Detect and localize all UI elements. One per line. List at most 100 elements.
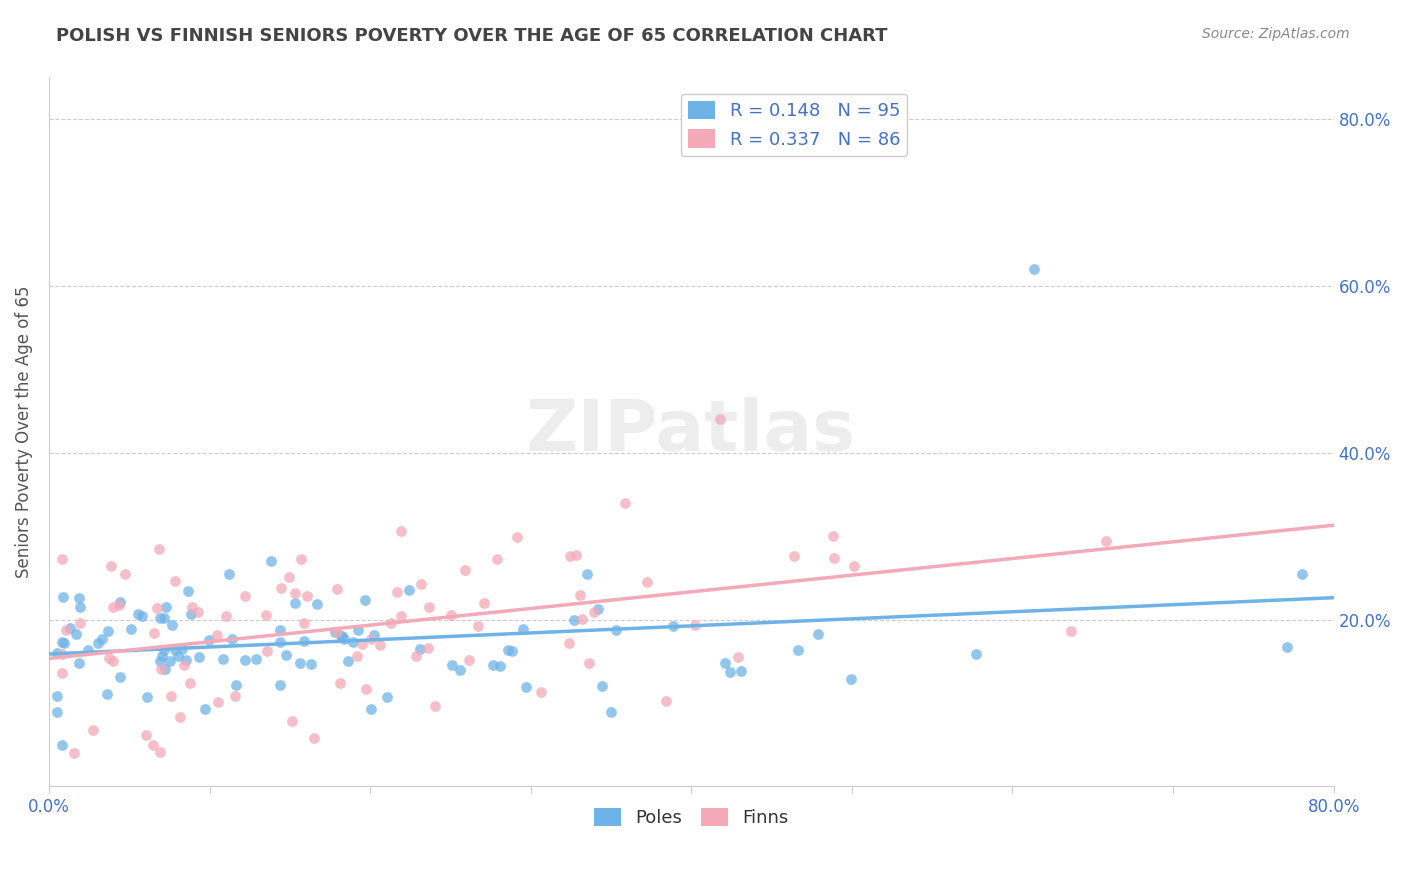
Point <box>354 593 377 607</box>
Point <box>685 617 707 632</box>
Point <box>101 599 124 614</box>
Point <box>127 607 149 621</box>
Point <box>149 611 172 625</box>
Point <box>418 600 440 615</box>
Point <box>292 633 315 648</box>
Point <box>114 566 136 581</box>
Point <box>143 625 166 640</box>
Point <box>270 581 292 595</box>
Point <box>823 551 845 566</box>
Point <box>449 663 471 677</box>
Point <box>1275 640 1298 655</box>
Point <box>221 632 243 647</box>
Point <box>180 607 202 621</box>
Point <box>82 723 104 737</box>
Point <box>582 605 605 619</box>
Point <box>363 628 385 642</box>
Point <box>1094 533 1116 548</box>
Point <box>662 619 685 633</box>
Point <box>53 636 76 650</box>
Point <box>224 690 246 704</box>
Point <box>135 690 157 704</box>
Point <box>160 689 183 703</box>
Point <box>368 639 391 653</box>
Point <box>375 690 398 705</box>
Point <box>149 654 172 668</box>
Point <box>454 563 477 577</box>
Point <box>299 657 322 672</box>
Point <box>159 654 181 668</box>
Point <box>292 615 315 630</box>
Point <box>391 609 413 624</box>
Point <box>405 649 427 664</box>
Point <box>100 559 122 574</box>
Point <box>342 635 364 649</box>
Point <box>233 589 256 603</box>
Point <box>165 642 187 657</box>
Point <box>120 622 142 636</box>
Point <box>512 623 534 637</box>
Point <box>290 552 312 566</box>
Point <box>485 552 508 566</box>
Point <box>153 643 176 657</box>
Point <box>336 654 359 668</box>
Point <box>347 624 370 638</box>
Point <box>1291 567 1313 582</box>
Point <box>108 595 131 609</box>
Point <box>148 745 170 759</box>
Point <box>560 549 582 563</box>
Point <box>69 599 91 614</box>
Point <box>281 714 304 728</box>
Point <box>65 627 87 641</box>
Legend: Poles, Finns: Poles, Finns <box>586 800 796 834</box>
Point <box>1022 262 1045 277</box>
Point <box>1060 624 1083 638</box>
Point <box>110 670 132 684</box>
Point <box>259 554 281 568</box>
Point <box>288 656 311 670</box>
Point <box>215 608 238 623</box>
Point <box>709 412 731 426</box>
Point <box>174 653 197 667</box>
Point <box>55 623 77 637</box>
Point <box>87 635 110 649</box>
Point <box>714 656 737 670</box>
Point <box>467 619 489 633</box>
Point <box>256 644 278 658</box>
Point <box>67 591 90 606</box>
Point <box>269 623 291 637</box>
Point <box>409 642 432 657</box>
Point <box>416 640 439 655</box>
Point <box>205 628 228 642</box>
Point <box>163 574 186 588</box>
Point <box>277 570 299 584</box>
Point <box>636 574 658 589</box>
Point <box>62 746 84 760</box>
Point <box>211 651 233 665</box>
Point <box>557 635 579 649</box>
Point <box>409 577 432 591</box>
Point <box>233 653 256 667</box>
Point <box>107 599 129 613</box>
Point <box>59 622 82 636</box>
Point <box>198 632 221 647</box>
Point <box>575 567 598 582</box>
Point <box>167 648 190 663</box>
Point <box>51 551 73 566</box>
Point <box>51 647 73 661</box>
Point <box>188 649 211 664</box>
Point <box>46 689 69 703</box>
Point <box>844 559 866 574</box>
Point <box>97 624 120 638</box>
Point <box>179 676 201 690</box>
Point <box>98 650 121 665</box>
Point <box>150 648 173 663</box>
Point <box>51 666 73 681</box>
Point <box>194 701 217 715</box>
Point <box>565 549 588 563</box>
Point <box>150 662 173 676</box>
Point <box>330 629 353 643</box>
Point <box>605 623 627 637</box>
Point <box>269 678 291 692</box>
Point <box>284 586 307 600</box>
